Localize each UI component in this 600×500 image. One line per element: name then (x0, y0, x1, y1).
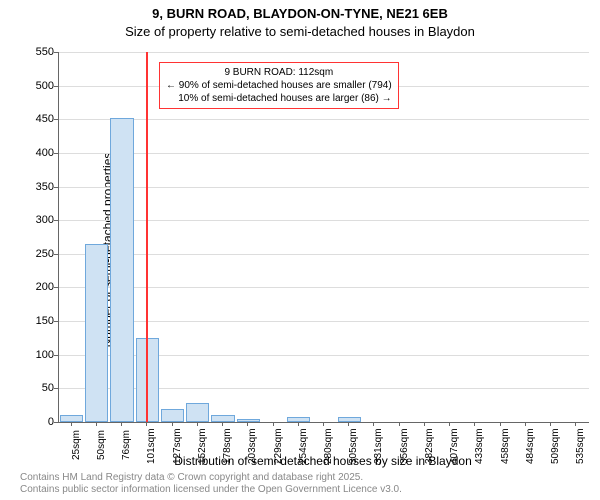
annotation-line3: 10% of semi-detached houses are larger (… (166, 92, 392, 105)
y-tick-label: 550 (24, 46, 54, 58)
y-tick-label: 200 (24, 281, 54, 293)
x-tick-mark (399, 422, 400, 426)
x-tick-mark (197, 422, 198, 426)
x-tick-mark (121, 422, 122, 426)
x-tick-mark (247, 422, 248, 426)
x-tick-mark (575, 422, 576, 426)
y-tick-mark (54, 355, 58, 356)
y-tick-label: 300 (24, 214, 54, 226)
y-tick-mark (54, 187, 58, 188)
x-tick-mark (348, 422, 349, 426)
footer-line2: Contains public sector information licen… (20, 484, 402, 496)
plot-area: 9 BURN ROAD: 112sqm ← 90% of semi-detach… (58, 52, 589, 423)
y-tick-mark (54, 119, 58, 120)
x-tick-mark (146, 422, 147, 426)
chart-title-line1: 9, BURN ROAD, BLAYDON-ON-TYNE, NE21 6EB (0, 6, 600, 21)
grid-line (59, 52, 589, 53)
x-tick-mark (298, 422, 299, 426)
y-tick-label: 500 (24, 80, 54, 92)
x-tick-mark (474, 422, 475, 426)
grid-line (59, 287, 589, 288)
x-axis-label: Distribution of semi-detached houses by … (58, 454, 588, 468)
x-tick-mark (96, 422, 97, 426)
y-tick-label: 450 (24, 113, 54, 125)
annotation-line1: 9 BURN ROAD: 112sqm (166, 66, 392, 79)
chart-title-line2: Size of property relative to semi-detach… (0, 24, 600, 39)
x-tick-mark (222, 422, 223, 426)
y-tick-label: 150 (24, 315, 54, 327)
histogram-bar (211, 415, 234, 422)
footer-line1: Contains HM Land Registry data © Crown c… (20, 472, 402, 484)
grid-line (59, 119, 589, 120)
histogram-bar (60, 415, 83, 422)
histogram-bar (287, 417, 310, 422)
footer-attribution: Contains HM Land Registry data © Crown c… (20, 472, 402, 496)
histogram-bar (85, 244, 108, 422)
histogram-bar (110, 118, 133, 422)
x-tick-mark (172, 422, 173, 426)
y-tick-mark (54, 220, 58, 221)
y-tick-label: 50 (24, 382, 54, 394)
x-tick-mark (550, 422, 551, 426)
x-tick-mark (525, 422, 526, 426)
x-tick-mark (373, 422, 374, 426)
histogram-bar (161, 409, 184, 422)
y-tick-mark (54, 388, 58, 389)
y-tick-mark (54, 254, 58, 255)
y-tick-mark (54, 287, 58, 288)
y-tick-label: 250 (24, 248, 54, 260)
y-tick-mark (54, 153, 58, 154)
grid-line (59, 220, 589, 221)
x-tick-mark (273, 422, 274, 426)
x-tick-mark (424, 422, 425, 426)
histogram-bar (186, 403, 209, 422)
grid-line (59, 254, 589, 255)
annotation-line2: ← 90% of semi-detached houses are smalle… (166, 79, 392, 92)
grid-line (59, 153, 589, 154)
property-size-chart: 9, BURN ROAD, BLAYDON-ON-TYNE, NE21 6EB … (0, 0, 600, 500)
y-tick-label: 350 (24, 181, 54, 193)
y-tick-label: 0 (24, 416, 54, 428)
x-tick-mark (500, 422, 501, 426)
histogram-bar (338, 417, 361, 422)
x-tick-mark (323, 422, 324, 426)
grid-line (59, 187, 589, 188)
y-tick-label: 400 (24, 147, 54, 159)
grid-line (59, 321, 589, 322)
x-tick-mark (71, 422, 72, 426)
annotation-box: 9 BURN ROAD: 112sqm ← 90% of semi-detach… (159, 62, 399, 109)
y-tick-mark (54, 86, 58, 87)
x-tick-mark (449, 422, 450, 426)
y-tick-mark (54, 321, 58, 322)
property-marker-line (146, 52, 148, 422)
y-tick-mark (54, 52, 58, 53)
y-tick-label: 100 (24, 349, 54, 361)
y-tick-mark (54, 422, 58, 423)
histogram-bar (237, 419, 260, 422)
